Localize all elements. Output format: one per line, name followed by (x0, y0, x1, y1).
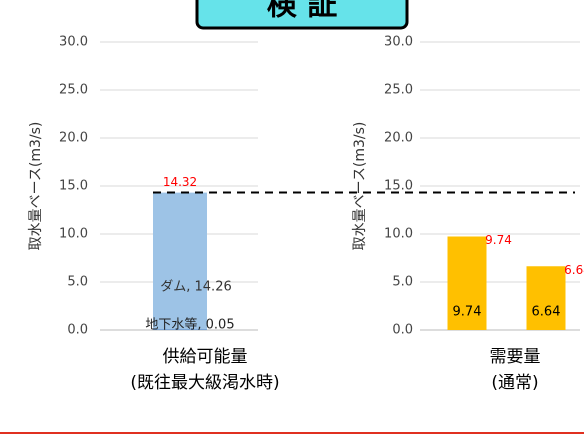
segment-label: 地下水等, 0.05 (145, 317, 234, 333)
y-tick-label: 10.0 (59, 227, 88, 242)
bar-segment (153, 329, 207, 331)
y-tick-label: 0.0 (392, 323, 413, 338)
y-axis-title: 取水量ベース(m3/s) (352, 122, 368, 251)
bar (447, 236, 487, 330)
y-tick-label: 25.0 (384, 83, 413, 98)
y-tick-label: 25.0 (59, 83, 88, 98)
total-label: 14.32 (163, 175, 197, 189)
y-tick-label: 5.0 (392, 275, 413, 290)
category-label: 需要量(通常) (490, 347, 541, 393)
bar (526, 266, 566, 330)
y-axis-title: 取水量ベース(m3/s) (28, 122, 44, 251)
title-box (195, 0, 409, 30)
y-tick-label: 0.0 (67, 323, 88, 338)
y-tick-label: 20.0 (384, 131, 413, 146)
bar-segment (153, 192, 207, 330)
y-tick-label: 30.0 (384, 35, 413, 50)
category-label: 供給可能量(既往最大級渇水時) (130, 347, 279, 393)
y-tick-label: 5.0 (67, 275, 88, 290)
y-tick-label: 10.0 (384, 227, 413, 242)
segment-label: ダム, 14.26 (160, 280, 231, 295)
value-label: 6.64 (532, 305, 561, 320)
top-label: 9.74 (485, 233, 512, 247)
y-tick-label: 20.0 (59, 131, 88, 146)
y-tick-label: 15.0 (59, 179, 88, 194)
title: 検 証 (267, 0, 337, 23)
y-tick-label: 30.0 (59, 35, 88, 50)
value-label: 9.74 (453, 305, 482, 320)
y-tick-label: 15.0 (384, 179, 413, 194)
top-label: 6.64 (564, 263, 584, 277)
